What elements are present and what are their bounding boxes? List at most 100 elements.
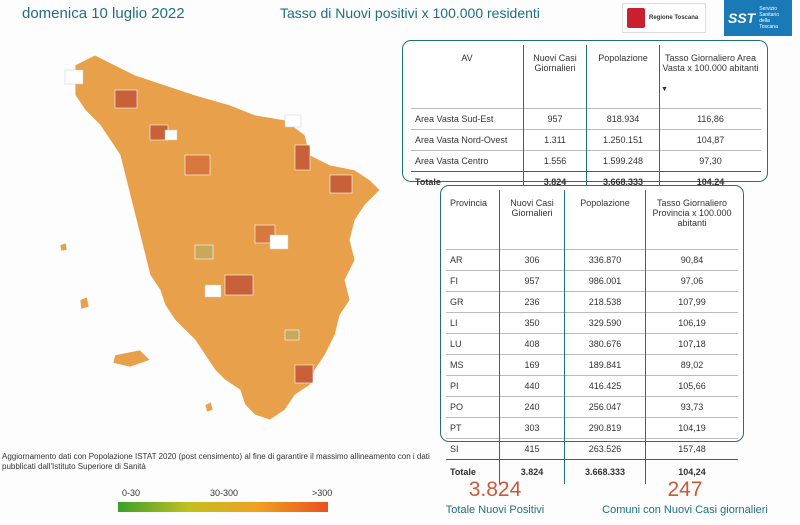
cell-population: 336.870 bbox=[564, 249, 646, 271]
municipalities-with-cases-label: Comuni con Nuovi Casi giornalieri bbox=[602, 504, 768, 516]
table-row[interactable]: PT 303 290.819 104,19 bbox=[446, 417, 738, 439]
municipality-hotspots[interactable] bbox=[114, 89, 353, 384]
table-row[interactable]: PO 240 256.047 93,73 bbox=[446, 396, 738, 418]
cell-population: 1.250.151 bbox=[586, 129, 660, 151]
column-header-population[interactable]: Popolazione bbox=[564, 190, 646, 250]
table-row[interactable]: GR 236 218.538 107,99 bbox=[446, 291, 738, 313]
cell-population: 416.425 bbox=[564, 375, 646, 397]
cell-population: 986.001 bbox=[564, 270, 646, 292]
column-header-cases[interactable]: Nuovi Casi Giornalieri bbox=[523, 45, 587, 109]
table-row[interactable]: PI 440 416.425 105,66 bbox=[446, 375, 738, 397]
legend-label-low: 0-30 bbox=[122, 488, 141, 498]
column-header-province[interactable]: Provincia bbox=[446, 190, 500, 250]
total-positives-label: Totale Nuovi Positivi bbox=[445, 504, 545, 516]
table-row[interactable]: Area Vasta Centro 1.556 1.599.248 97,30 bbox=[411, 150, 761, 172]
sort-descending-icon[interactable]: ▼ bbox=[661, 86, 668, 93]
cell-area: Area Vasta Sud-Est bbox=[411, 108, 524, 130]
cell-population: 290.819 bbox=[564, 417, 646, 439]
cell-cases: 957 bbox=[523, 108, 587, 130]
cell-rate: 93,73 bbox=[645, 396, 738, 418]
column-header-rate[interactable]: Tasso Giornaliero Area Vasta x 100.000 a… bbox=[662, 53, 759, 73]
tuscany-region-shape[interactable] bbox=[74, 54, 381, 421]
cell-population: 818.934 bbox=[586, 108, 660, 130]
cell-total-population: 3.668.333 bbox=[564, 459, 646, 484]
cell-cases: 440 bbox=[499, 375, 565, 397]
giglio-island-shape[interactable] bbox=[204, 401, 214, 413]
cell-population: 329.590 bbox=[564, 312, 646, 334]
table-row[interactable]: MS 169 189.841 89,02 bbox=[446, 354, 738, 376]
table-row[interactable]: LI 350 329.590 106,19 bbox=[446, 312, 738, 334]
regione-toscana-mark-icon bbox=[627, 8, 645, 28]
municipalities-with-cases-value: 247 bbox=[667, 478, 703, 501]
cell-population: 218.538 bbox=[564, 291, 646, 313]
cell-area: Area Vasta Nord-Ovest bbox=[411, 129, 524, 151]
cell-rate: 104,19 bbox=[645, 417, 738, 439]
cell-province: GR bbox=[446, 291, 500, 313]
column-header-cases[interactable]: Nuovi Casi Giornalieri bbox=[499, 190, 565, 250]
report-date: domenica 10 luglio 2022 bbox=[22, 5, 185, 22]
cell-rate: 157,48 bbox=[645, 438, 738, 460]
cell-province: LU bbox=[446, 333, 500, 355]
cell-province: PT bbox=[446, 417, 500, 439]
legend-label-mid: 30-300 bbox=[210, 488, 239, 498]
elba-island-shape[interactable] bbox=[112, 349, 151, 368]
capraia-island-shape[interactable] bbox=[79, 296, 90, 310]
cell-rate: 116,86 bbox=[659, 108, 761, 130]
cell-cases: 306 bbox=[499, 249, 565, 271]
legend-color-scale bbox=[118, 502, 328, 512]
cell-area: Area Vasta Centro bbox=[411, 150, 524, 172]
sst-logo-text: SST bbox=[728, 10, 756, 26]
cell-province: MS bbox=[446, 354, 500, 376]
cell-cases: 240 bbox=[499, 396, 565, 418]
sst-logo: SST Servizio Sanitario della Toscana bbox=[724, 0, 792, 36]
table-row[interactable]: LU 408 380.676 107,18 bbox=[446, 333, 738, 355]
cell-cases: 1.556 bbox=[523, 150, 587, 172]
province-table-panel: Provincia Nuovi Casi Giornalieri Popolaz… bbox=[440, 185, 744, 484]
cell-province: PI bbox=[446, 375, 500, 397]
column-header-rate[interactable]: Tasso Giornaliero Provincia x 100.000 ab… bbox=[652, 198, 732, 228]
cell-province: FI bbox=[446, 270, 500, 292]
table-row[interactable]: Area Vasta Nord-Ovest 1.311 1.250.151 10… bbox=[411, 129, 761, 151]
cell-rate: 97,06 bbox=[645, 270, 738, 292]
cell-total-cases: 3.824 bbox=[499, 459, 565, 484]
table-row[interactable]: AR 306 336.870 90,84 bbox=[446, 249, 738, 271]
cell-population: 1.599.248 bbox=[586, 150, 660, 172]
table-total-row: Totale 3.824 3.668.333 104,24 bbox=[446, 459, 738, 484]
table-row[interactable]: Area Vasta Sud-Est 957 818.934 116,86 bbox=[411, 108, 761, 130]
sst-logo-subtext: Servizio Sanitario della Toscana bbox=[759, 6, 779, 30]
gorgona-island-shape[interactable] bbox=[59, 242, 68, 252]
cell-cases: 169 bbox=[499, 354, 565, 376]
cell-cases: 350 bbox=[499, 312, 565, 334]
no-new-cases-areas[interactable] bbox=[64, 69, 302, 298]
cell-cases: 408 bbox=[499, 333, 565, 355]
cell-rate: 90,84 bbox=[645, 249, 738, 271]
cell-population: 263.526 bbox=[564, 438, 646, 460]
cell-rate: 89,02 bbox=[645, 354, 738, 376]
regione-toscana-logo: Regione Toscana bbox=[622, 3, 706, 33]
cell-total-label: Totale bbox=[446, 459, 500, 484]
table-header-row: Provincia Nuovi Casi Giornalieri Popolaz… bbox=[446, 190, 738, 250]
regione-toscana-label: Regione Toscana bbox=[649, 15, 699, 21]
cell-rate: 106,19 bbox=[645, 312, 738, 334]
province-table[interactable]: Provincia Nuovi Casi Giornalieri Popolaz… bbox=[446, 190, 738, 484]
cell-province: AR bbox=[446, 249, 500, 271]
cell-province: LI bbox=[446, 312, 500, 334]
table-row[interactable]: FI 957 986.001 97,06 bbox=[446, 270, 738, 292]
cell-province: SI bbox=[446, 438, 500, 460]
cell-rate: 107,18 bbox=[645, 333, 738, 355]
column-header-av[interactable]: AV bbox=[411, 45, 524, 109]
cell-cases: 1.311 bbox=[523, 129, 587, 151]
cell-population: 256.047 bbox=[564, 396, 646, 418]
cell-rate: 107,99 bbox=[645, 291, 738, 313]
cell-population: 189.841 bbox=[564, 354, 646, 376]
table-header-row: AV Nuovi Casi Giornalieri Popolazione Ta… bbox=[411, 45, 761, 109]
tuscany-choropleth-map[interactable] bbox=[55, 45, 415, 435]
table-row[interactable]: SI 415 263.526 157,48 bbox=[446, 438, 738, 460]
cell-cases: 236 bbox=[499, 291, 565, 313]
column-header-population[interactable]: Popolazione bbox=[586, 45, 660, 109]
cell-rate: 104,87 bbox=[659, 129, 761, 151]
area-vasta-table[interactable]: AV Nuovi Casi Giornalieri Popolazione Ta… bbox=[411, 45, 761, 192]
cell-cases: 415 bbox=[499, 438, 565, 460]
cell-rate: 105,66 bbox=[645, 375, 738, 397]
cell-province: PO bbox=[446, 396, 500, 418]
